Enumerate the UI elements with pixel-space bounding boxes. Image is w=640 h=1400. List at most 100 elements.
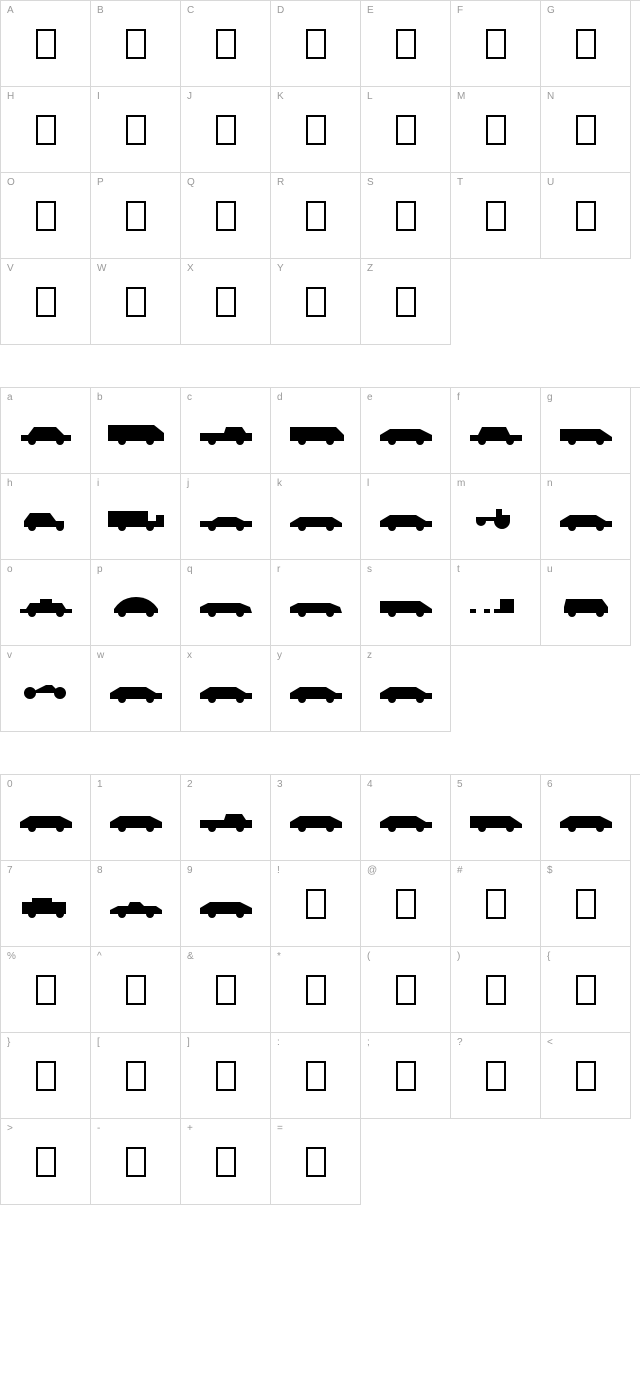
empty-glyph-box xyxy=(126,115,146,145)
cell-label: u xyxy=(547,564,553,575)
glyph xyxy=(6,105,86,155)
cell-q: q xyxy=(181,560,271,646)
glyph xyxy=(546,879,626,929)
cell-2: 2 xyxy=(181,775,271,861)
cell-): ) xyxy=(451,947,541,1033)
cell-label: + xyxy=(187,1123,193,1134)
cell->: > xyxy=(1,1119,91,1205)
glyph xyxy=(366,406,446,456)
glyph xyxy=(366,492,446,542)
cell-label: l xyxy=(367,478,369,489)
glyph xyxy=(456,492,536,542)
glyph xyxy=(366,965,446,1015)
cell-label: V xyxy=(7,263,14,274)
cell-label: 5 xyxy=(457,779,463,790)
cell-label: H xyxy=(7,91,14,102)
cell-label: j xyxy=(187,478,189,489)
cell-k: k xyxy=(271,474,361,560)
glyph xyxy=(186,19,266,69)
cell-label: L xyxy=(367,91,373,102)
empty-glyph-box xyxy=(306,287,326,317)
cell-F: F xyxy=(451,1,541,87)
cell-}: } xyxy=(1,1033,91,1119)
glyph xyxy=(186,879,266,929)
glyph xyxy=(546,105,626,155)
glyph xyxy=(186,1137,266,1187)
glyph xyxy=(276,1051,356,1101)
glyph xyxy=(186,191,266,241)
empty-glyph-box xyxy=(486,201,506,231)
glyph xyxy=(6,406,86,456)
glyph xyxy=(6,492,86,542)
cell-label: S xyxy=(367,177,374,188)
cell-y: y xyxy=(271,646,361,732)
cell-f: f xyxy=(451,388,541,474)
cell-&: & xyxy=(181,947,271,1033)
cell-label: = xyxy=(277,1123,283,1134)
cell-label: Y xyxy=(277,263,284,274)
empty-glyph-box xyxy=(216,29,236,59)
cell-S: S xyxy=(361,173,451,259)
cell-e: e xyxy=(361,388,451,474)
empty-glyph-box xyxy=(396,287,416,317)
cell-label: s xyxy=(367,564,372,575)
cell-$: $ xyxy=(541,861,631,947)
character-map-sheet: ABCDEFGHIJKLMNOPQRSTUVWXYZabcdefghijklmn… xyxy=(0,0,640,1205)
cell-g: g xyxy=(541,388,631,474)
cell-label: ] xyxy=(187,1037,190,1048)
cell-label: z xyxy=(367,650,372,661)
glyph xyxy=(276,1137,356,1187)
cell-label: Q xyxy=(187,177,195,188)
empty-glyph-box xyxy=(486,889,506,919)
empty-glyph-box xyxy=(36,975,56,1005)
cell-[: [ xyxy=(91,1033,181,1119)
cell-label: M xyxy=(457,91,465,102)
glyph xyxy=(366,578,446,628)
empty-glyph-box xyxy=(396,889,416,919)
glyph xyxy=(456,19,536,69)
glyph xyxy=(276,19,356,69)
glyph xyxy=(366,664,446,714)
empty-glyph-box xyxy=(486,1061,506,1091)
cell-label: D xyxy=(277,5,284,16)
empty-glyph-box xyxy=(306,1061,326,1091)
empty-glyph-box xyxy=(126,1061,146,1091)
cell-d: d xyxy=(271,388,361,474)
cell-label: f xyxy=(457,392,460,403)
cell-label: m xyxy=(457,478,465,489)
cell-0: 0 xyxy=(1,775,91,861)
cell-*: * xyxy=(271,947,361,1033)
empty-glyph-box xyxy=(126,287,146,317)
glyph xyxy=(96,1137,176,1187)
cell-label: h xyxy=(7,478,13,489)
cell-#: # xyxy=(451,861,541,947)
glyph xyxy=(366,1051,446,1101)
cell-label: P xyxy=(97,177,104,188)
cell-=: = xyxy=(271,1119,361,1205)
cell-label: * xyxy=(277,951,281,962)
cell-n: n xyxy=(541,474,631,560)
empty-glyph-box xyxy=(216,975,236,1005)
cell-label: p xyxy=(97,564,103,575)
cell-label: [ xyxy=(97,1037,100,1048)
glyph xyxy=(276,965,356,1015)
empty-glyph-box xyxy=(396,975,416,1005)
empty-glyph-box xyxy=(126,1147,146,1177)
cell-P: P xyxy=(91,173,181,259)
cell-w: w xyxy=(91,646,181,732)
glyph xyxy=(276,879,356,929)
glyph xyxy=(186,277,266,327)
empty-glyph-box xyxy=(486,29,506,59)
cell-Z: Z xyxy=(361,259,451,345)
glyph xyxy=(6,191,86,241)
glyph xyxy=(456,406,536,456)
glyph xyxy=(96,19,176,69)
empty-glyph-box xyxy=(306,115,326,145)
cell-label: O xyxy=(7,177,15,188)
empty-glyph-box xyxy=(486,975,506,1005)
cell-I: I xyxy=(91,87,181,173)
glyph xyxy=(186,965,266,1015)
glyph xyxy=(96,277,176,327)
cell-label: K xyxy=(277,91,284,102)
cell-label: g xyxy=(547,392,553,403)
